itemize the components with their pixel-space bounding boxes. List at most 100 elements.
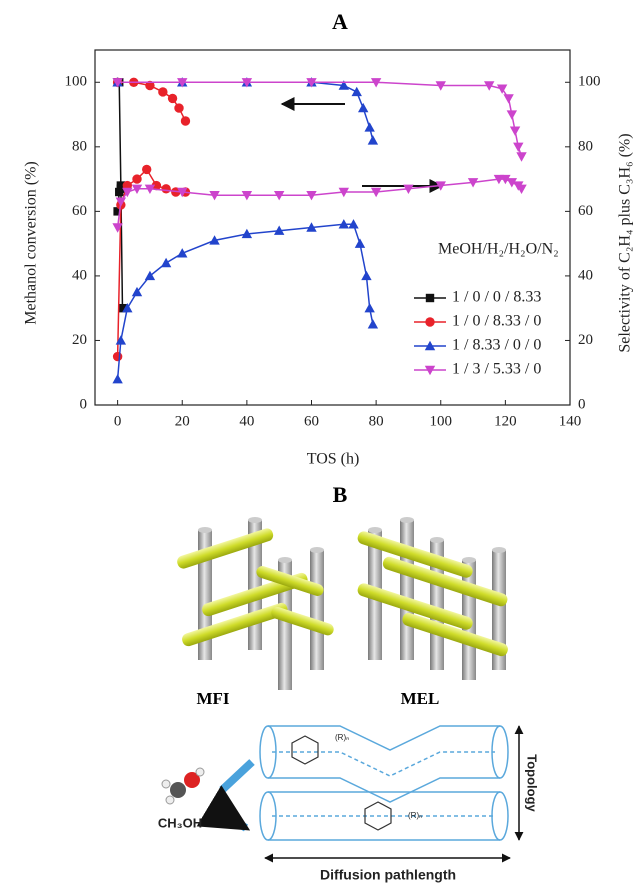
series-line: [117, 81, 523, 157]
marker: [367, 319, 379, 329]
legend-marker: [425, 317, 435, 327]
y-tick-label: 40: [72, 267, 87, 283]
marker: [506, 178, 518, 188]
marker: [484, 81, 495, 91]
marker: [370, 78, 382, 88]
marker: [435, 181, 446, 191]
marker: [500, 174, 511, 185]
marker: [115, 197, 127, 207]
marker: [145, 80, 155, 91]
y-tick-label: 100: [65, 74, 88, 90]
marker: [177, 248, 188, 258]
marker: [241, 228, 253, 239]
marker: [338, 219, 350, 229]
legend-marker: [425, 293, 435, 303]
marker: [142, 164, 152, 175]
marker: [338, 80, 350, 90]
marker: [122, 187, 133, 198]
marker: [361, 270, 372, 281]
marker: [503, 94, 514, 104]
y2-tick-label: 40: [578, 267, 593, 283]
x-tick-label: 60: [304, 413, 319, 429]
y-tick-label: 0: [80, 396, 88, 412]
y2-tick-label: 0: [578, 396, 586, 412]
marker: [348, 219, 359, 229]
marker: [351, 86, 362, 97]
substituent-label: (R)ₙ: [335, 733, 349, 742]
marker: [496, 84, 508, 94]
marker: [241, 78, 253, 88]
marker: [177, 78, 188, 88]
marker: [161, 184, 171, 194]
legend-label: 1 / 8.33 / 0 / 0: [452, 337, 541, 354]
marker: [118, 303, 127, 313]
marker: [273, 191, 285, 201]
marker: [151, 180, 162, 191]
x-tick-label: 80: [369, 413, 384, 429]
marker: [364, 122, 375, 132]
marker: [144, 270, 156, 281]
methanol-model: [161, 767, 205, 805]
marker: [364, 302, 375, 313]
marker: [306, 78, 317, 88]
marker: [180, 116, 191, 126]
marker: [403, 184, 414, 194]
marker: [174, 103, 184, 113]
marker: [357, 102, 369, 113]
marker: [367, 135, 379, 145]
marker: [112, 373, 123, 384]
marker: [435, 81, 446, 91]
x-tick-label: 100: [429, 413, 452, 429]
legend-label: 1 / 0 / 8.33 / 0: [452, 313, 541, 330]
series-line: [116, 168, 186, 357]
marker: [506, 110, 518, 120]
marker: [160, 257, 172, 268]
y-tick-label: 60: [72, 203, 87, 219]
legend-label: 1 / 3 / 5.33 / 0: [452, 361, 541, 378]
marker: [209, 191, 220, 201]
legend-marker: [424, 340, 436, 351]
legend-title: MeOH/H₂/H₂O/N₂: [438, 241, 559, 258]
series-line: [117, 81, 374, 141]
marker: [306, 222, 317, 232]
legend-marker: [424, 365, 436, 376]
y-tick-label: 20: [72, 332, 87, 348]
marker: [516, 152, 527, 162]
y2-axis-label: Selectivity of C₂H₄ plus C₃H₆ (%): [617, 133, 634, 352]
marker: [122, 302, 133, 313]
topology-label: Topology: [525, 754, 540, 812]
marker: [177, 187, 188, 198]
substituent-label: (R)ₙ: [408, 811, 422, 820]
flow-arrows: [216, 759, 252, 828]
legend-label: 1 / 0 / 0 / 8.33: [452, 289, 541, 306]
framework-label: MEL: [401, 689, 440, 708]
marker: [509, 126, 521, 136]
x-tick-label: 120: [494, 413, 517, 429]
plot-frame: [94, 49, 571, 406]
x-tick-label: 140: [559, 413, 582, 429]
molecule-label: CH₃OH: [158, 815, 202, 830]
series-line: [116, 178, 523, 228]
mel-structure: [357, 517, 508, 680]
framework-label: MFI: [196, 689, 229, 708]
marker: [144, 184, 156, 194]
x-tick-label: 0: [114, 413, 122, 429]
marker: [112, 223, 123, 233]
marker: [113, 207, 122, 216]
y2-tick-label: 20: [578, 332, 593, 348]
y2-tick-label: 100: [578, 74, 601, 90]
marker: [158, 87, 168, 97]
marker: [112, 351, 123, 362]
mfi-structure: [177, 517, 334, 690]
marker: [513, 142, 524, 153]
y2-tick-label: 80: [578, 138, 593, 154]
marker: [131, 286, 143, 297]
y-tick-label: 80: [72, 138, 87, 154]
marker: [516, 184, 527, 194]
marker: [241, 191, 253, 201]
marker: [354, 238, 366, 248]
marker: [467, 178, 479, 188]
panel-title: B: [333, 482, 348, 507]
marker: [132, 174, 142, 184]
